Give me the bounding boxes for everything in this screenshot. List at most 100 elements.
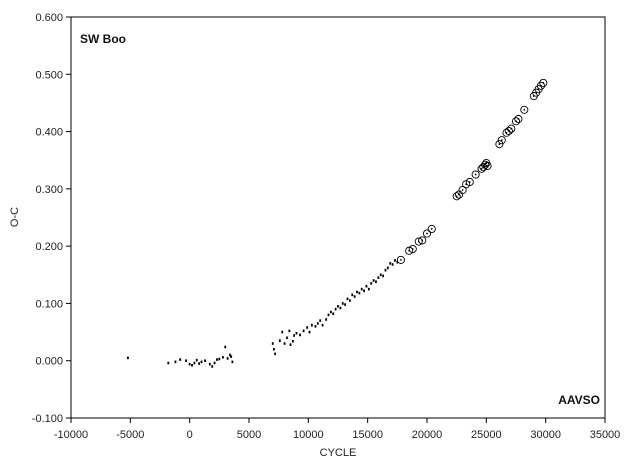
data-point-dot xyxy=(327,313,330,317)
data-point-dot xyxy=(299,333,301,337)
data-point-circled xyxy=(483,161,492,170)
data-point-dot xyxy=(332,312,335,316)
data-point-dot xyxy=(358,291,361,295)
data-point-dot xyxy=(174,360,177,364)
data-point-dot xyxy=(229,353,231,357)
data-point-dot xyxy=(273,347,275,351)
data-point-dot xyxy=(353,295,356,298)
data-point-dot xyxy=(302,329,305,333)
data-point-dot xyxy=(337,304,339,308)
data-point-dot xyxy=(295,331,298,335)
data-point-dot xyxy=(321,323,324,327)
data-point-dot xyxy=(278,339,281,342)
data-point-dot xyxy=(314,325,317,328)
data-point-dot xyxy=(216,358,218,361)
data-point-dot xyxy=(198,362,201,365)
data-point-circled xyxy=(458,185,467,195)
data-point-dot xyxy=(179,358,182,361)
data-point-circled xyxy=(396,255,405,264)
data-point-dot xyxy=(283,342,286,345)
data-point-dot xyxy=(195,358,198,362)
y-tick-label: 0.000 xyxy=(35,356,63,368)
data-point-dot xyxy=(185,359,188,363)
data-point-dot xyxy=(167,361,170,365)
data-point-dot xyxy=(394,259,396,262)
x-tick-label: -10000 xyxy=(54,429,88,441)
y-tick-label: 0.300 xyxy=(35,184,63,196)
data-point-dot xyxy=(384,268,387,272)
data-point-dot xyxy=(293,334,295,337)
y-tick-label: 0.500 xyxy=(35,69,63,81)
data-point-circled xyxy=(422,229,432,238)
data-point-dot xyxy=(389,262,392,265)
data-point-dot xyxy=(310,323,313,327)
data-point-dot xyxy=(213,361,216,365)
data-point-dot xyxy=(292,339,294,343)
data-point-circled xyxy=(514,114,523,124)
data-point-dot xyxy=(286,336,288,340)
annotation-star-name: SW Boo xyxy=(80,32,126,46)
data-point-dot xyxy=(325,318,328,321)
y-axis: -0.100 0.000 0.100 0.200 0.300 0.400 0.500 0.60… xyxy=(32,12,71,425)
data-point-dot xyxy=(334,307,337,311)
y-axis-title: O-C xyxy=(9,207,21,227)
data-point-dot xyxy=(274,352,277,356)
data-point-dot xyxy=(344,303,347,306)
data-point-dot xyxy=(319,319,322,322)
x-tick-label: 15000 xyxy=(352,429,383,441)
data-point-dot xyxy=(382,274,384,278)
data-point-dot xyxy=(372,279,375,282)
data-point-dot xyxy=(211,365,214,368)
data-point-dot xyxy=(271,342,274,345)
y-tick-label: 0.400 xyxy=(35,127,63,139)
data-point-dot xyxy=(230,355,233,359)
x-tick-label: 10000 xyxy=(293,429,324,441)
data-point-dot xyxy=(339,306,342,310)
data-point-dot xyxy=(306,326,309,329)
x-tick-label: 20000 xyxy=(412,429,443,441)
x-tick-label: 25000 xyxy=(471,429,502,441)
data-point-dot xyxy=(191,363,193,367)
y-tick-label: -0.100 xyxy=(32,413,63,425)
data-point-dot xyxy=(221,355,224,359)
data-point-dot xyxy=(365,284,368,288)
data-point-dot xyxy=(356,290,358,294)
data-point-dot xyxy=(346,297,349,301)
data-point-dot xyxy=(377,276,380,279)
x-tick-label: 35000 xyxy=(590,429,621,441)
plot-frame xyxy=(70,16,606,419)
data-point-dot xyxy=(127,356,129,360)
data-point-dot xyxy=(308,330,311,334)
data-point-dot xyxy=(375,280,377,283)
data-point-dot xyxy=(200,360,203,364)
data-point-circled xyxy=(427,224,436,234)
data-point-circled xyxy=(465,177,474,187)
data-point-dot xyxy=(288,329,291,333)
data-point-circled xyxy=(520,105,529,114)
x-tick-label: 0 xyxy=(187,429,193,441)
data-point-dot xyxy=(370,282,373,285)
data-point-circled xyxy=(539,78,548,87)
x-tick-label: 30000 xyxy=(530,429,561,441)
data-point-circled xyxy=(471,170,480,179)
data-point-dot xyxy=(396,260,399,264)
data-point-dot xyxy=(391,263,394,266)
data-point-dot xyxy=(224,345,227,349)
annotation-source: AAVSO xyxy=(558,393,600,407)
data-point-circled xyxy=(507,124,516,133)
x-tick-label: 5000 xyxy=(237,429,261,441)
y-tick-label: 0.100 xyxy=(35,298,63,310)
data-point-circled xyxy=(418,236,427,245)
data-point-circled xyxy=(497,136,506,145)
data-point-dot xyxy=(226,357,229,360)
data-point-dot xyxy=(289,343,292,346)
data-point-dot xyxy=(193,361,196,365)
data-point-dot xyxy=(360,287,363,291)
x-axis: -10000 -5000 0 5000 10000 15000 20000 25000 3000… xyxy=(54,418,620,441)
data-point-dot xyxy=(218,357,221,361)
data-point-dot xyxy=(231,360,234,364)
data-point-dot xyxy=(386,266,389,270)
data-point-dot xyxy=(281,330,284,334)
